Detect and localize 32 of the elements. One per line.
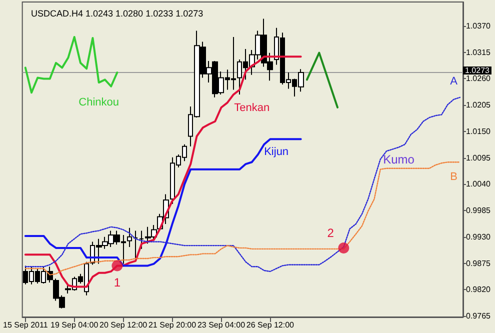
- candlestick: [139, 230, 144, 250]
- x-tick-label: 21 Sep 20:00: [148, 320, 197, 330]
- annotation: 1: [114, 276, 121, 290]
- x-tick-label: 15 Sep 2011: [3, 320, 48, 330]
- annotation: Kumo: [383, 152, 415, 166]
- y-tick-label: 1.0315: [466, 48, 492, 57]
- line-series: [24, 36, 118, 94]
- y-tick-label: 1.0095: [466, 153, 492, 162]
- x-tick-label: 19 Sep 04:00: [50, 320, 99, 330]
- y-tick-label: 1.0370: [466, 21, 492, 30]
- series-label: Tenkan: [234, 102, 270, 114]
- x-tick-label: 20 Sep 12:00: [100, 320, 148, 330]
- y-tick-label: 1.0040: [466, 180, 492, 189]
- y-tick-label: 0.9985: [466, 206, 492, 216]
- ref-line-label: 1.0273: [465, 66, 490, 75]
- x-tick-label: 23 Sep 04:00: [197, 320, 246, 330]
- y-tick-label: 1.0150: [466, 126, 492, 136]
- series-label: Kijun: [264, 146, 289, 158]
- series-label: Chinkou: [78, 96, 120, 109]
- x-tick-label: 26 Sep 12:00: [246, 320, 295, 330]
- line-series: [24, 56, 302, 288]
- text: USDCAD.H4 1.0243 1.0280 1.0233 1.0273: [31, 8, 204, 18]
- y-tick-label: 0.9930: [466, 232, 492, 242]
- y-tick-label: 0.9765: [466, 312, 492, 321]
- series-label: B: [450, 171, 458, 184]
- series-label: A: [450, 75, 458, 88]
- y-tick-label: 0.9875: [466, 258, 492, 268]
- line-series: [24, 96, 461, 272]
- y-tick-label: 1.0260: [466, 74, 492, 84]
- y-tick-label: 0.9820: [466, 285, 492, 294]
- y-tick-label: 1.0205: [466, 100, 492, 110]
- annotation: 2: [327, 226, 334, 240]
